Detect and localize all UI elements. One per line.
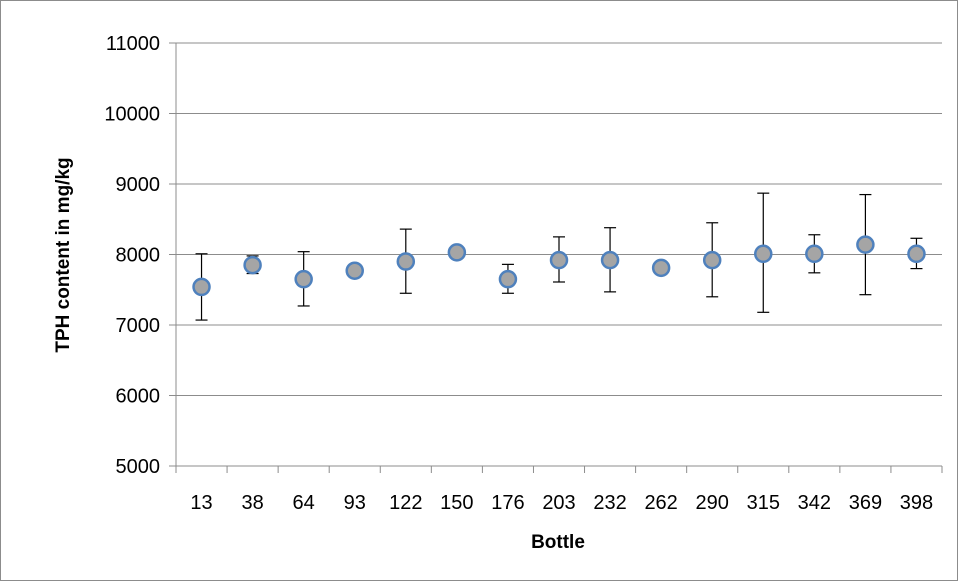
data-point (192, 277, 211, 297)
data-point (600, 250, 620, 270)
y-tick-label: 10000 (104, 104, 160, 126)
y-tick-label: 8000 (116, 245, 161, 267)
x-tick-label: 38 (241, 492, 263, 514)
data-point (396, 252, 416, 271)
data-points (192, 235, 926, 297)
gridlines (176, 42, 942, 396)
x-tick-label: 232 (593, 492, 626, 514)
data-point (651, 258, 671, 278)
data-point (447, 243, 467, 262)
x-tick-label: 122 (389, 492, 422, 514)
data-point (856, 235, 875, 254)
y-tick-labels: 5000 6000 7000 8000 9000 10000 11000 (104, 33, 160, 478)
x-tick-label: 93 (344, 492, 366, 514)
error-bars (195, 192, 923, 321)
data-point (549, 250, 569, 270)
y-axis-title: TPH content in mg/kg (53, 157, 74, 352)
x-tick-label: 13 (190, 492, 212, 514)
axes (169, 42, 943, 473)
x-tick-label: 150 (440, 492, 473, 514)
x-axis-title: Bottle (531, 532, 585, 553)
x-tick-label: 64 (293, 492, 315, 514)
x-tick-label: 203 (542, 492, 575, 514)
x-tick-label: 398 (900, 492, 933, 514)
data-point (498, 269, 518, 289)
x-tick-labels: 13 38 64 93 122 150 176 203 232 262 290 315 342 369 39… (190, 492, 933, 514)
data-point (805, 244, 824, 264)
x-tick-label: 176 (491, 492, 524, 514)
data-point (294, 269, 313, 289)
y-tick-label: 5000 (116, 456, 161, 478)
x-tick-label: 369 (849, 492, 882, 514)
y-tick-label: 6000 (116, 386, 161, 408)
x-tick-label: 290 (696, 492, 729, 514)
data-point (345, 261, 364, 280)
y-tick-label: 11000 (106, 33, 160, 55)
x-tick-label: 262 (644, 492, 677, 514)
x-tick-label: 342 (798, 492, 831, 514)
data-point (243, 255, 262, 275)
y-tick-label: 9000 (116, 174, 161, 196)
y-tick-label: 7000 (116, 315, 161, 337)
data-point (702, 250, 722, 270)
x-tick-label: 315 (747, 492, 780, 514)
data-point (754, 244, 773, 264)
data-point (907, 244, 926, 264)
